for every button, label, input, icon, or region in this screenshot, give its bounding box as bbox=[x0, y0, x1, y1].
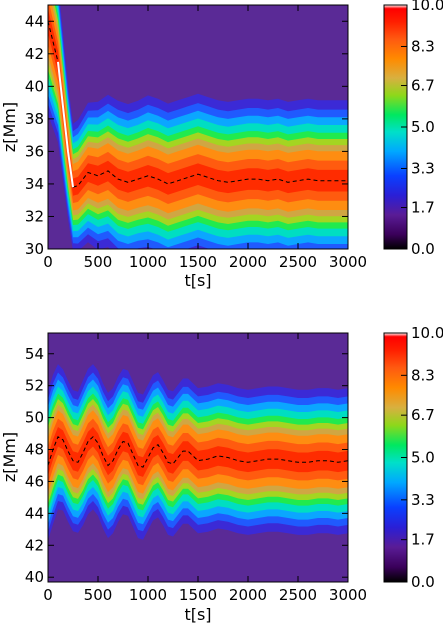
colorbar-tick-label: 1.7 bbox=[411, 199, 435, 217]
y-tick-label: 54 bbox=[25, 345, 44, 363]
y-tick-label: 50 bbox=[25, 409, 44, 427]
y-axis-top: 30 32 34 36 38 40 42 44 bbox=[25, 12, 348, 258]
y-axis-label-top: z[Mm] bbox=[0, 102, 19, 152]
heat-band bbox=[48, 8, 348, 196]
x-tick-label: 3000 bbox=[329, 586, 367, 604]
y-tick-label: 30 bbox=[25, 240, 44, 258]
y-tick-label: 38 bbox=[25, 110, 44, 128]
x-tick-label: 2000 bbox=[229, 253, 267, 271]
colorbar-tick-label: 3.3 bbox=[411, 491, 435, 509]
x-tick-label: 1500 bbox=[179, 253, 217, 271]
x-tick-label: 2500 bbox=[279, 586, 317, 604]
colorbar-tick-label: 3.3 bbox=[411, 159, 435, 177]
heat-band bbox=[48, 427, 348, 477]
y-tick-label: 46 bbox=[25, 472, 44, 490]
colorbar-ticks-top: 0.0 1.7 3.3 5.0 6.7 8.3 10.0 bbox=[401, 0, 443, 258]
y-tick-label: 40 bbox=[25, 77, 44, 95]
x-tick-label: 0 bbox=[43, 586, 53, 604]
x-tick-label: 2000 bbox=[229, 586, 267, 604]
y-tick-label: 42 bbox=[25, 45, 44, 63]
panel-bottom: 0 500 1000 1500 2000 2500 3000 40 42 44 46 48 50 52 5… bbox=[0, 324, 443, 624]
y-tick-label: 42 bbox=[25, 536, 44, 554]
colorbar-tick-label: 6.7 bbox=[411, 406, 435, 424]
x-axis-top: 0 500 1000 1500 2000 2500 3000 bbox=[43, 5, 367, 271]
center-line-top bbox=[47, 21, 348, 188]
x-tick-label: 500 bbox=[84, 253, 113, 271]
y-tick-label: 36 bbox=[25, 142, 44, 160]
colorbar-ticks-bottom: 0.0 1.7 3.3 5.0 6.7 8.3 10.0 bbox=[401, 324, 443, 591]
series-line bbox=[47, 21, 348, 188]
x-tick-label: 2500 bbox=[279, 253, 317, 271]
colorbar-tick-label: 6.7 bbox=[411, 77, 435, 95]
x-tick-label: 1000 bbox=[129, 586, 167, 604]
colorbar-tick-label: 8.3 bbox=[411, 366, 435, 384]
peak-highlight bbox=[57, 61, 74, 188]
y-axis-label-bottom: z[Mm] bbox=[0, 432, 19, 482]
x-tick-label: 1000 bbox=[129, 253, 167, 271]
y-axis-bottom: 40 42 44 46 48 50 52 54 bbox=[25, 345, 348, 586]
colorbar-tick-label: 1.7 bbox=[411, 531, 435, 549]
x-axis-label-top: t[s] bbox=[184, 271, 211, 290]
panel-top: 0 500 1000 1500 2000 2500 3000 30 32 34 36 38 40 42 4… bbox=[0, 0, 443, 290]
x-tick-label: 1500 bbox=[179, 586, 217, 604]
x-tick-label: 500 bbox=[84, 586, 113, 604]
colorbar-tick-label: 5.0 bbox=[411, 118, 435, 136]
y-tick-label: 52 bbox=[25, 377, 44, 395]
y-tick-label: 40 bbox=[25, 568, 44, 586]
y-tick-label: 44 bbox=[25, 12, 44, 30]
x-tick-label: 0 bbox=[43, 253, 53, 271]
heatmap-top bbox=[48, 5, 348, 249]
y-tick-label: 34 bbox=[25, 175, 44, 193]
colorbar-tick-label: 8.3 bbox=[411, 37, 435, 55]
colorbar-tick-label: 10.0 bbox=[411, 0, 443, 14]
colorbar-tick-label: 10.0 bbox=[411, 324, 443, 342]
colorbar-tick-label: 0.0 bbox=[411, 240, 435, 258]
heatmap-bottom bbox=[48, 364, 348, 541]
colorbar-tick-label: 0.0 bbox=[411, 573, 435, 591]
x-tick-label: 3000 bbox=[329, 253, 367, 271]
colorbar-tick-label: 5.0 bbox=[411, 449, 435, 467]
x-axis-bottom: 0 500 1000 1500 2000 2500 3000 bbox=[43, 333, 367, 604]
y-tick-label: 44 bbox=[25, 504, 44, 522]
x-axis-label-bottom: t[s] bbox=[184, 605, 211, 624]
y-tick-label: 32 bbox=[25, 207, 44, 225]
y-tick-label: 48 bbox=[25, 441, 44, 459]
